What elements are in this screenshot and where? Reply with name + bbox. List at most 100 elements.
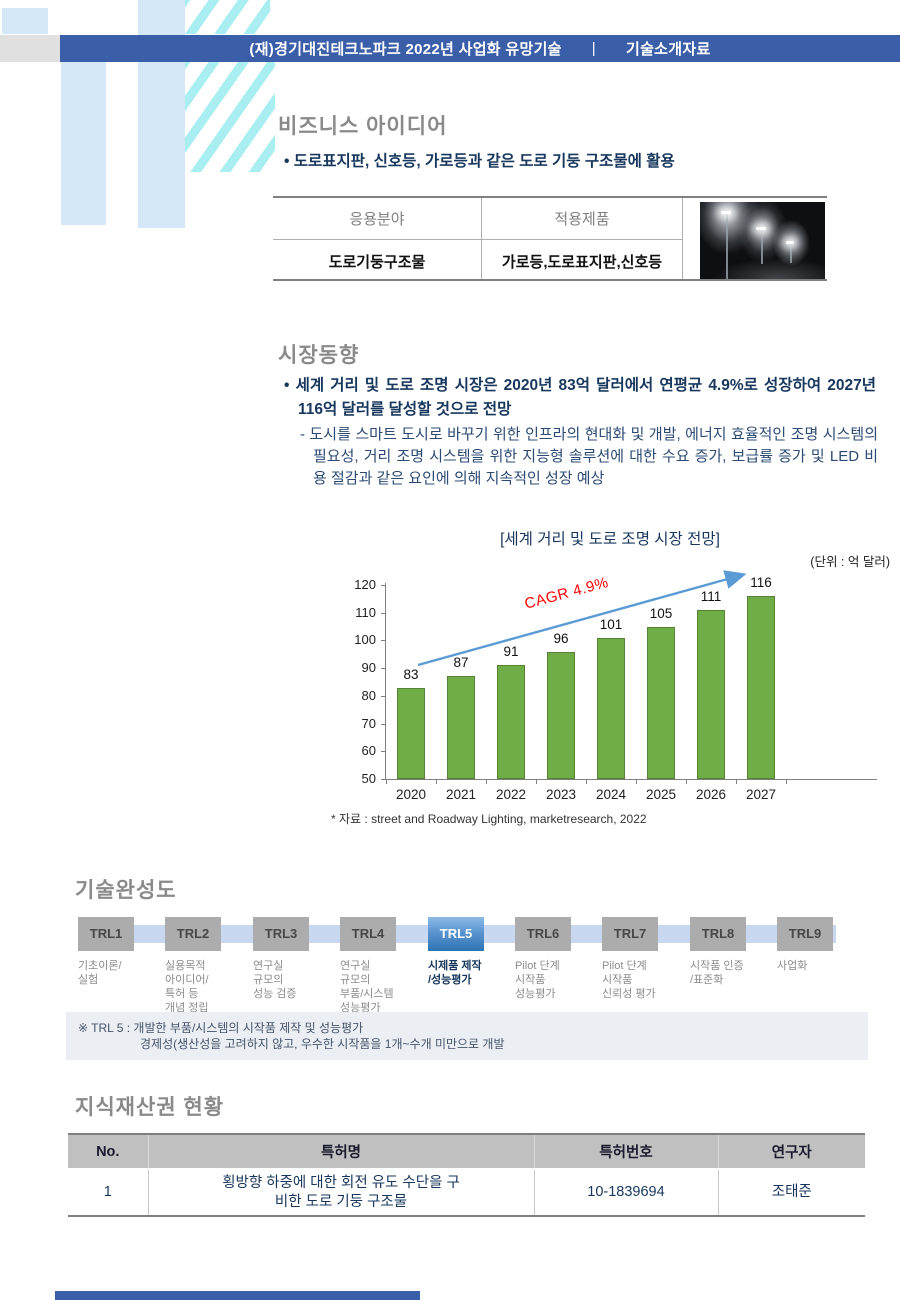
photo-light-post bbox=[726, 212, 729, 279]
trl-level-trl6: TRL6 Pilot 단계 시작품 성능평가 bbox=[515, 915, 599, 1001]
y-axis-tick-label: 60 bbox=[361, 743, 376, 759]
y-axis-tick-mark bbox=[381, 723, 385, 725]
x-axis-tick-mark bbox=[636, 780, 637, 784]
y-axis-tick-label: 50 bbox=[361, 771, 376, 786]
table-cell: 가로등,도로표지판,신호등 bbox=[501, 253, 663, 271]
x-axis-category-label: 2020 bbox=[395, 787, 427, 802]
y-axis-tick-label: 80 bbox=[361, 687, 376, 703]
trl-box-trl6: TRL6 bbox=[515, 917, 571, 951]
chart-unit-label: (단위 : 억 달러) bbox=[810, 555, 890, 569]
patent-col-researcher: 연구자 bbox=[717, 1134, 865, 1170]
y-axis-tick-mark bbox=[381, 585, 385, 586]
trl-description: 연구실 규모의 부품/시스템 성능평가 bbox=[340, 960, 394, 1014]
trl-level-trl5: TRL5 시제품 제작/성능평가 bbox=[428, 915, 512, 987]
trl-level-trl7: TRL7 Pilot 단계 시작품 신뢰성 평가 bbox=[602, 915, 686, 1001]
y-axis-tick-mark bbox=[381, 612, 385, 614]
trl-description: 연구실 규모의 성능 검증 bbox=[253, 960, 297, 1000]
trl-box-trl4: TRL4 bbox=[340, 917, 396, 951]
x-axis-tick-mark bbox=[486, 780, 487, 784]
bar-value-label: 96 bbox=[553, 630, 569, 646]
trl-box-trl9: TRL9 bbox=[777, 917, 833, 951]
photo-light-post bbox=[790, 241, 792, 263]
patent-no: 1 bbox=[103, 1184, 112, 1200]
y-axis-tick-label: 120 bbox=[354, 577, 376, 592]
y-axis-tick-mark bbox=[381, 695, 385, 697]
patent-col-number: 특허번호 bbox=[533, 1134, 718, 1170]
trl-description: 기초이론/실험 bbox=[78, 960, 122, 986]
bar-value-label: 83 bbox=[403, 666, 419, 682]
business-idea-bullet: • 도로표지판, 신호등, 가로등과 같은 도로 기둥 구조물에 활용 bbox=[284, 153, 675, 170]
section-heading-trl: 기술완성도 bbox=[75, 879, 177, 902]
watermark-block-icon bbox=[2, 8, 48, 34]
trl-box-trl3: TRL3 bbox=[253, 917, 309, 951]
y-axis-tick-mark bbox=[381, 779, 385, 780]
trl-description: Pilot 단계 시작품 성능평가 bbox=[515, 960, 560, 1000]
bar-2027 bbox=[747, 596, 775, 779]
document-header-bar: (재)경기대진테크노파크 2022년 사업화 유망기술 | 기술소개자료 bbox=[60, 35, 900, 62]
watermark-vertical-bar bbox=[61, 62, 106, 225]
photo-lamp-glow bbox=[786, 240, 795, 244]
bar-value-label: 87 bbox=[453, 655, 469, 671]
footer-accent-bar bbox=[55, 1291, 420, 1300]
y-axis-tick-mark bbox=[381, 668, 385, 670]
watermark-grey-block bbox=[0, 35, 61, 62]
patent-table-header-row: No. 특허명 특허번호 연구자 bbox=[68, 1134, 865, 1170]
bar-value-label: 101 bbox=[599, 616, 623, 632]
trl-box-trl8: TRL8 bbox=[690, 917, 746, 951]
table-vline bbox=[481, 198, 482, 279]
trl-box-trl2: TRL2 bbox=[165, 917, 221, 951]
x-axis-category-label: 2026 bbox=[695, 787, 727, 802]
x-axis-tick-mark bbox=[736, 780, 737, 784]
chart-source-note: * 자료 : street and Roadway Lighting, mark… bbox=[331, 812, 647, 826]
x-axis-tick-mark bbox=[686, 780, 687, 784]
patent-col-no: No. bbox=[68, 1134, 148, 1170]
trl-footnote-line1: ※ TRL 5 : 개발한 부품/시스템의 시작품 제작 및 성능평가 bbox=[78, 1021, 364, 1035]
trl-footnote-line2: 경제성(생산성을 고려하지 않고, 우수한 시작품을 1개~수개 미만으로 개발 bbox=[140, 1037, 505, 1051]
bar-2021 bbox=[447, 676, 475, 779]
x-axis-category-label: 2022 bbox=[495, 787, 527, 802]
section-heading-business-idea: 비즈니스 아이디어 bbox=[278, 115, 448, 138]
market-sub-bullet: - 도시를 스마트 도시로 바꾸기 위한 인프라의 현대화 및 개발, 에너지 … bbox=[300, 426, 878, 487]
trl-level-trl3: TRL3 연구실 규모의 성능 검증 bbox=[253, 915, 337, 1001]
trl-level-trl1: TRL1 기초이론/실험 bbox=[78, 915, 162, 987]
table-hline bbox=[273, 239, 682, 240]
bar-chart: CAGR 4.9% 120 110 100 90 80 70 60 50 83 2020 87 202… bbox=[330, 568, 890, 828]
table-vline bbox=[682, 198, 683, 279]
bar-value-label: 105 bbox=[649, 605, 673, 621]
patent-table-row: 1 횡방향 하중에 대한 회전 유도 수단을 구비한 도로 기둥 구조물 10-18… bbox=[68, 1169, 865, 1216]
bar-value-label: 116 bbox=[750, 575, 772, 591]
table-header-cell: 적용제품 bbox=[554, 211, 610, 228]
bar-value-label: 91 bbox=[503, 644, 519, 660]
bar-2020 bbox=[397, 687, 425, 779]
bar-2025 bbox=[647, 626, 675, 779]
bar-2024 bbox=[597, 637, 625, 779]
y-axis-tick-label: 100 bbox=[354, 632, 376, 648]
table-cell: 도로기둥구조물 bbox=[328, 253, 426, 271]
trl-description: 사업화 bbox=[777, 960, 808, 972]
patent-col-name: 특허명 bbox=[147, 1134, 534, 1170]
header-divider: | bbox=[591, 40, 596, 57]
x-axis-category-label: 2027 bbox=[745, 787, 777, 802]
chart-title: [세계 거리 및 도로 조명 시장 전망] bbox=[500, 531, 720, 548]
trl-level-trl4: TRL4 연구실 규모의 부품/시스템 성능평가 bbox=[340, 915, 424, 1015]
y-axis-tick-mark bbox=[381, 640, 385, 642]
y-axis-tick-mark bbox=[381, 751, 385, 753]
x-axis-category-label: 2025 bbox=[645, 787, 677, 802]
x-axis-tick-mark bbox=[586, 780, 587, 784]
trl-description: Pilot 단계 시작품 신뢰성 평가 bbox=[602, 960, 656, 1000]
x-axis-category-label: 2021 bbox=[445, 787, 477, 802]
y-axis-tick-label: 110 bbox=[355, 604, 376, 620]
trl-level-trl9: TRL9 사업화 bbox=[777, 915, 861, 973]
bar-2026 bbox=[697, 609, 725, 779]
section-heading-market-trends: 시장동향 bbox=[278, 344, 360, 367]
trl-level-trl2: TRL2 실용목적 아이디어/특허 등 개념 정립 bbox=[165, 915, 249, 1015]
y-axis-tick-label: 70 bbox=[361, 715, 376, 731]
trl-description: 시제품 제작/성능평가 bbox=[428, 960, 482, 986]
x-axis-tick-mark bbox=[436, 780, 437, 784]
section-heading-ip: 지식재산권 현황 bbox=[75, 1096, 225, 1119]
table-header-cell: 응용분야 bbox=[349, 211, 405, 228]
x-axis-line bbox=[385, 779, 877, 780]
market-bullet: • 세계 거리 및 도로 조명 시장은 2020년 83억 달러에서 연평균 4… bbox=[284, 377, 876, 418]
header-title-right: 기술소개자료 bbox=[625, 41, 711, 58]
